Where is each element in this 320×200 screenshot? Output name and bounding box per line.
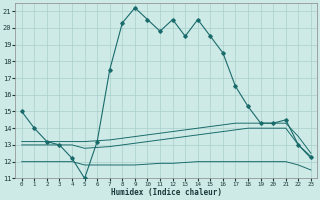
X-axis label: Humidex (Indice chaleur): Humidex (Indice chaleur)	[111, 188, 222, 197]
